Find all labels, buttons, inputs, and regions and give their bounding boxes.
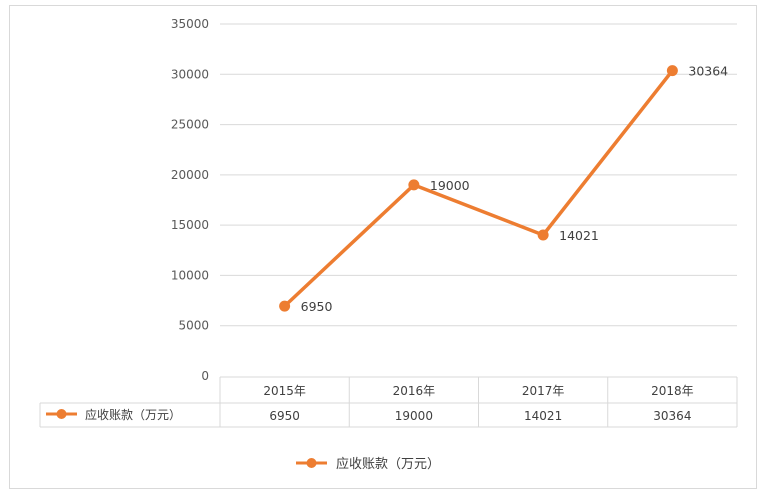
data-table: 2015年 6950 2016年 19000 2017年 14021 2018年 30364 应… (39, 376, 738, 428)
chart-frame (9, 5, 757, 489)
y-tick-label: 30000 (171, 67, 209, 81)
x-category-label: 2017年 (522, 384, 565, 398)
gridlines (220, 23, 737, 327)
y-tick-label: 20000 (171, 168, 209, 182)
x-category-label: 2018年 (651, 384, 694, 398)
table-value-cell: 19000 (395, 409, 433, 423)
data-label: 14021 (559, 228, 599, 243)
legend: 应收账款（万元） (296, 456, 440, 472)
data-label: 19000 (430, 178, 470, 193)
y-tick-label: 10000 (171, 268, 209, 282)
x-category-label: 2016年 (393, 384, 436, 398)
table-series-key-marker (56, 409, 67, 419)
table-value-cell: 6950 (269, 409, 300, 423)
data-point (666, 65, 678, 77)
table-series-name: 应收账款（万元） (85, 407, 181, 422)
y-tick-label: 15000 (171, 218, 209, 232)
legend-marker (306, 458, 317, 468)
data-point (279, 300, 291, 312)
data-label: 6950 (301, 299, 333, 314)
table-value-cell: 14021 (524, 409, 562, 423)
data-point (537, 229, 549, 241)
data-label: 30364 (688, 64, 728, 79)
y-axis: 0 5000 10000 15000 20000 25000 30000 35000 (171, 17, 209, 383)
y-tick-label: 5000 (178, 319, 209, 333)
y-tick-label: 0 (201, 369, 209, 383)
table-value-cell: 30364 (653, 409, 691, 423)
y-tick-label: 25000 (171, 118, 209, 132)
legend-label: 应收账款（万元） (336, 456, 440, 472)
data-point (408, 179, 420, 191)
series-line (282, 68, 675, 308)
series-layer: 6950 19000 14021 30364 (279, 64, 728, 314)
y-tick-label: 35000 (171, 17, 209, 31)
x-category-label: 2015年 (263, 384, 306, 398)
